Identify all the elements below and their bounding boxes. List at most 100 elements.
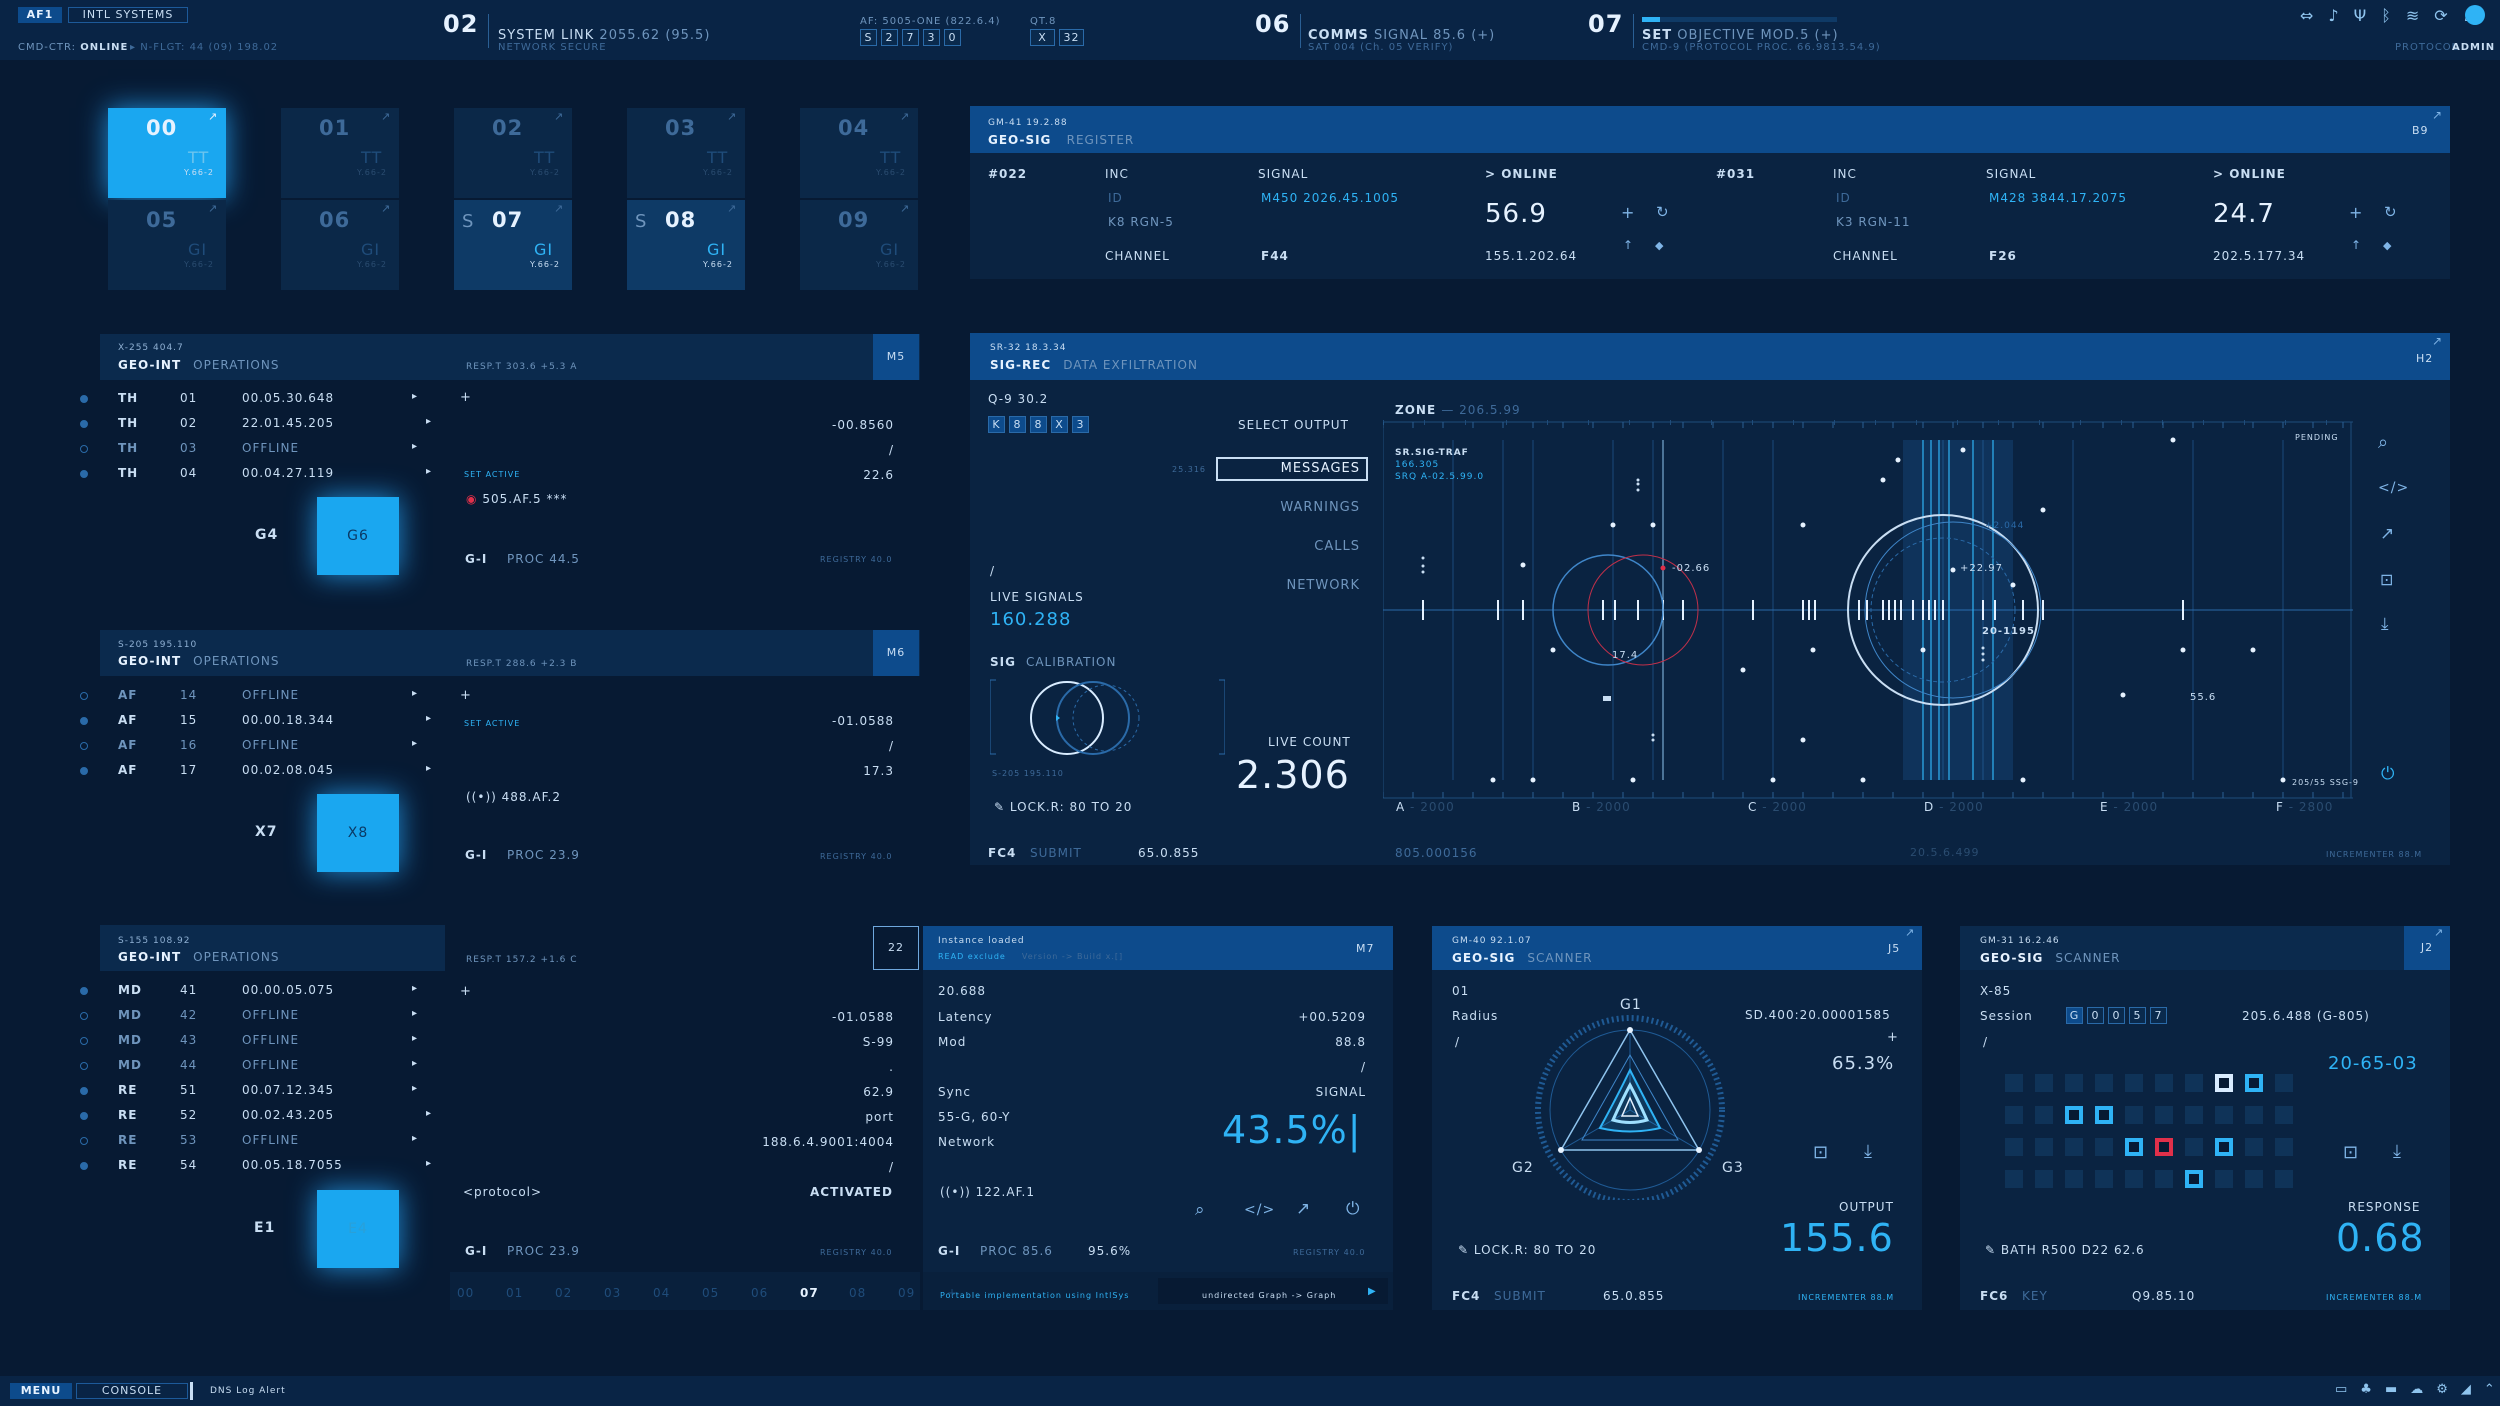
- row-arrow-icon[interactable]: ▸: [412, 391, 419, 402]
- channel-tile-03[interactable]: [627, 108, 745, 198]
- code-icon[interactable]: </>: [2378, 480, 2410, 496]
- matrix-cell[interactable]: [2065, 1170, 2083, 1188]
- expand-icon[interactable]: ↗: [381, 202, 392, 215]
- matrix-cell[interactable]: [2185, 1170, 2203, 1188]
- row-arrow-icon[interactable]: ▸: [426, 763, 433, 774]
- matrix-cell[interactable]: [2215, 1074, 2233, 1092]
- page-06[interactable]: 06: [751, 1286, 769, 1300]
- page-00[interactable]: 00: [457, 1286, 475, 1300]
- matrix-cell[interactable]: [2065, 1138, 2083, 1156]
- matrix-cell[interactable]: [2245, 1106, 2263, 1124]
- transfer-icon[interactable]: ⇔: [2300, 6, 2315, 25]
- row-time[interactable]: OFFLINE: [242, 1033, 300, 1047]
- row-arrow-icon[interactable]: ▸: [412, 441, 419, 452]
- row-time[interactable]: 00.00.05.075: [242, 983, 335, 997]
- matrix-cell[interactable]: [2005, 1074, 2023, 1092]
- row-time[interactable]: 00.07.12.345: [242, 1083, 335, 1097]
- row-time[interactable]: 00.02.43.205: [242, 1108, 335, 1122]
- set-active-label[interactable]: SET ACTIVE: [464, 470, 521, 479]
- expand-icon[interactable]: ↗: [381, 110, 392, 123]
- row-time[interactable]: 00.00.18.344: [242, 713, 335, 727]
- chevron-up-icon[interactable]: ⌃: [2483, 1382, 2496, 1397]
- matrix-cell[interactable]: [2275, 1138, 2293, 1156]
- chat-icon[interactable]: ▭: [2335, 1382, 2349, 1397]
- matrix-cell[interactable]: [2005, 1170, 2023, 1188]
- row-arrow-icon[interactable]: ▸: [426, 1108, 433, 1119]
- signal-icon[interactable]: Ψ: [2353, 6, 2368, 25]
- matrix-cell[interactable]: [2155, 1170, 2173, 1188]
- expand-icon[interactable]: ↗: [2432, 334, 2444, 348]
- matrix-cell[interactable]: [2215, 1106, 2233, 1124]
- crop-icon[interactable]: ⊡: [2380, 570, 2395, 589]
- matrix-cell[interactable]: [2005, 1106, 2023, 1124]
- matrix-cell[interactable]: [2125, 1106, 2143, 1124]
- matrix-cell[interactable]: [2095, 1074, 2113, 1092]
- page-05[interactable]: 05: [702, 1286, 720, 1300]
- search-icon[interactable]: ⌕: [2378, 432, 2390, 453]
- network-icon[interactable]: ♣: [2360, 1382, 2373, 1397]
- matrix-cell[interactable]: [2035, 1106, 2053, 1124]
- add-icon[interactable]: +: [2349, 203, 2364, 222]
- row-arrow-icon[interactable]: ▸: [412, 1058, 419, 1069]
- arrow-up-icon[interactable]: ↑: [2351, 238, 2363, 252]
- matrix-cell[interactable]: [2185, 1106, 2203, 1124]
- tab-af1[interactable]: AF1: [18, 7, 62, 23]
- matrix-cell[interactable]: [2215, 1170, 2233, 1188]
- download-icon[interactable]: ⤓: [1864, 1141, 1873, 1162]
- row-arrow-icon[interactable]: ▸: [412, 983, 419, 994]
- row-time[interactable]: 00.04.27.119: [242, 466, 335, 480]
- output-option[interactable]: CALLS: [1314, 539, 1360, 554]
- row-time[interactable]: 00.05.18.7055: [242, 1158, 343, 1172]
- matrix-cell[interactable]: [2065, 1074, 2083, 1092]
- matrix-cell[interactable]: [2035, 1074, 2053, 1092]
- row-time[interactable]: OFFLINE: [242, 1058, 300, 1072]
- matrix-cell[interactable]: [2095, 1170, 2113, 1188]
- channel-tile-00[interactable]: [108, 108, 226, 198]
- dns-alert[interactable]: DNS Log Alert: [210, 1386, 286, 1396]
- sync-icon[interactable]: ⟳: [2434, 6, 2449, 25]
- arrow-up-right-icon[interactable]: ↗: [1296, 1199, 1312, 1219]
- expand-icon[interactable]: ↗: [554, 202, 565, 215]
- matrix-cell[interactable]: [2125, 1170, 2143, 1188]
- page-04[interactable]: 04: [653, 1286, 671, 1300]
- row-arrow-icon[interactable]: ▸: [426, 1158, 433, 1169]
- channel-tile-02[interactable]: [454, 108, 572, 198]
- channel-tile-09[interactable]: [800, 200, 918, 290]
- power-icon[interactable]: ⏻: [2381, 764, 2396, 784]
- download-icon[interactable]: ⤓: [2393, 1141, 2402, 1162]
- channel-tile-06[interactable]: [281, 200, 399, 290]
- matrix-cell[interactable]: [2185, 1138, 2203, 1156]
- page-03[interactable]: 03: [604, 1286, 622, 1300]
- matrix-cell[interactable]: [2155, 1138, 2173, 1156]
- expand-icon[interactable]: ↗: [900, 110, 911, 123]
- scanner1-submit[interactable]: SUBMIT: [1494, 1289, 1546, 1303]
- power-icon[interactable]: ⏻: [1346, 1199, 1361, 1219]
- expand-icon[interactable]: ↗: [208, 110, 219, 123]
- tab-intl-systems[interactable]: INTL SYSTEMS: [68, 7, 188, 23]
- wifi-icon[interactable]: ≋: [2405, 6, 2421, 25]
- arrow-up-right-icon[interactable]: ↗: [2380, 524, 2396, 544]
- geoint1-key1[interactable]: G4: [255, 527, 279, 543]
- row-time[interactable]: OFFLINE: [242, 738, 300, 752]
- row-arrow-icon[interactable]: ▸: [412, 1033, 419, 1044]
- layers-icon[interactable]: ◆: [1655, 239, 1665, 252]
- expand-icon[interactable]: ↗: [727, 110, 738, 123]
- page-02[interactable]: 02: [555, 1286, 573, 1300]
- crop-icon[interactable]: ⊡: [2343, 1142, 2360, 1163]
- add-icon[interactable]: +: [1621, 203, 1636, 222]
- sigrec-submit[interactable]: SUBMIT: [1030, 846, 1082, 860]
- matrix-cell[interactable]: [2125, 1138, 2143, 1156]
- cloud-icon[interactable]: ☁: [2410, 1382, 2425, 1397]
- graph-selector[interactable]: [1158, 1278, 1388, 1304]
- matrix-cell[interactable]: [2245, 1138, 2263, 1156]
- geoint2-key2[interactable]: X8: [317, 794, 399, 872]
- row-arrow-icon[interactable]: ▸: [426, 416, 433, 427]
- matrix-cell[interactable]: [2005, 1138, 2023, 1156]
- row-time[interactable]: 00.02.08.045: [242, 763, 335, 777]
- row-arrow-icon[interactable]: ▸: [426, 466, 433, 477]
- page-08[interactable]: 08: [849, 1286, 867, 1300]
- geoint1-key2[interactable]: G6: [317, 497, 399, 575]
- expand-icon[interactable]: ↗: [554, 110, 565, 123]
- download-icon[interactable]: ⤓: [2381, 614, 2390, 634]
- output-option[interactable]: MESSAGES: [1280, 461, 1360, 476]
